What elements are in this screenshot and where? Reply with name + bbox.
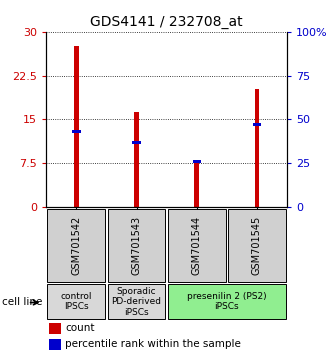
Bar <box>49 322 61 334</box>
Bar <box>132 141 141 144</box>
Bar <box>254 89 259 207</box>
Text: Sporadic
PD-derived
iPSCs: Sporadic PD-derived iPSCs <box>112 287 162 317</box>
Text: count: count <box>65 323 95 333</box>
Bar <box>194 160 199 207</box>
Bar <box>192 160 201 163</box>
Text: GSM701543: GSM701543 <box>132 216 142 275</box>
Bar <box>48 284 105 319</box>
Bar <box>49 338 61 350</box>
Bar <box>253 123 261 126</box>
Text: percentile rank within the sample: percentile rank within the sample <box>65 339 241 349</box>
Bar <box>168 209 226 282</box>
Bar <box>228 209 286 282</box>
Text: GSM701542: GSM701542 <box>71 216 81 275</box>
Bar <box>168 284 286 319</box>
Text: GSM701545: GSM701545 <box>252 216 262 275</box>
Title: GDS4141 / 232708_at: GDS4141 / 232708_at <box>90 16 243 29</box>
Text: presenilin 2 (PS2)
iPSCs: presenilin 2 (PS2) iPSCs <box>187 292 267 312</box>
Text: GSM701544: GSM701544 <box>192 216 202 275</box>
Bar <box>134 113 139 207</box>
Bar <box>108 209 165 282</box>
Bar <box>74 46 79 207</box>
Bar <box>108 284 165 319</box>
Bar <box>48 209 105 282</box>
Text: control
IPSCs: control IPSCs <box>61 292 92 312</box>
Text: cell line: cell line <box>2 297 42 307</box>
Bar <box>72 130 81 133</box>
